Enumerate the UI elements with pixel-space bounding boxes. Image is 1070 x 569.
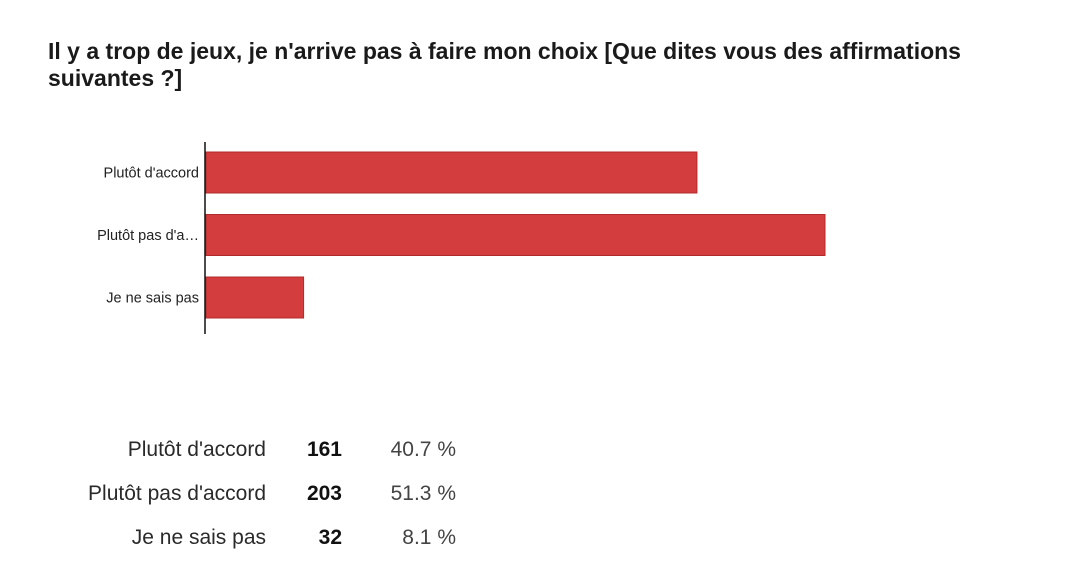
summary-percent: 40.7 % bbox=[390, 438, 456, 461]
chart-title: Il y a trop de jeux, je n'arrive pas à f… bbox=[48, 38, 961, 91]
category-label: Plutôt pas d'a… bbox=[97, 228, 199, 244]
summary-row: Je ne sais pas 32 8.1 % bbox=[40, 516, 456, 560]
summary-label: Plutôt pas d'accord bbox=[88, 482, 266, 505]
summary-count: 32 bbox=[318, 526, 342, 549]
summary-row: Plutôt pas d'accord 203 51.3 % bbox=[40, 472, 456, 516]
summary-label: Plutôt d'accord bbox=[127, 438, 266, 461]
category-label: Plutôt d'accord bbox=[104, 166, 199, 182]
summary-table: Plutôt d'accord 161 40.7 % Plutôt pas d'… bbox=[40, 428, 456, 560]
summary-percent: 51.3 % bbox=[390, 482, 456, 505]
bar bbox=[205, 214, 826, 256]
bar bbox=[205, 151, 698, 194]
summary-count: 161 bbox=[306, 438, 342, 461]
bar bbox=[205, 276, 305, 319]
summary-label: Je ne sais pas bbox=[131, 526, 266, 549]
summary-row: Plutôt d'accord 161 40.7 % bbox=[40, 428, 456, 472]
summary-count: 203 bbox=[306, 482, 342, 505]
category-label: Je ne sais pas bbox=[106, 291, 199, 307]
summary-percent: 8.1 % bbox=[402, 526, 456, 549]
bar-chart: Plutôt d'accord Plutôt pas d'a… Je ne sais… bbox=[97, 142, 826, 334]
